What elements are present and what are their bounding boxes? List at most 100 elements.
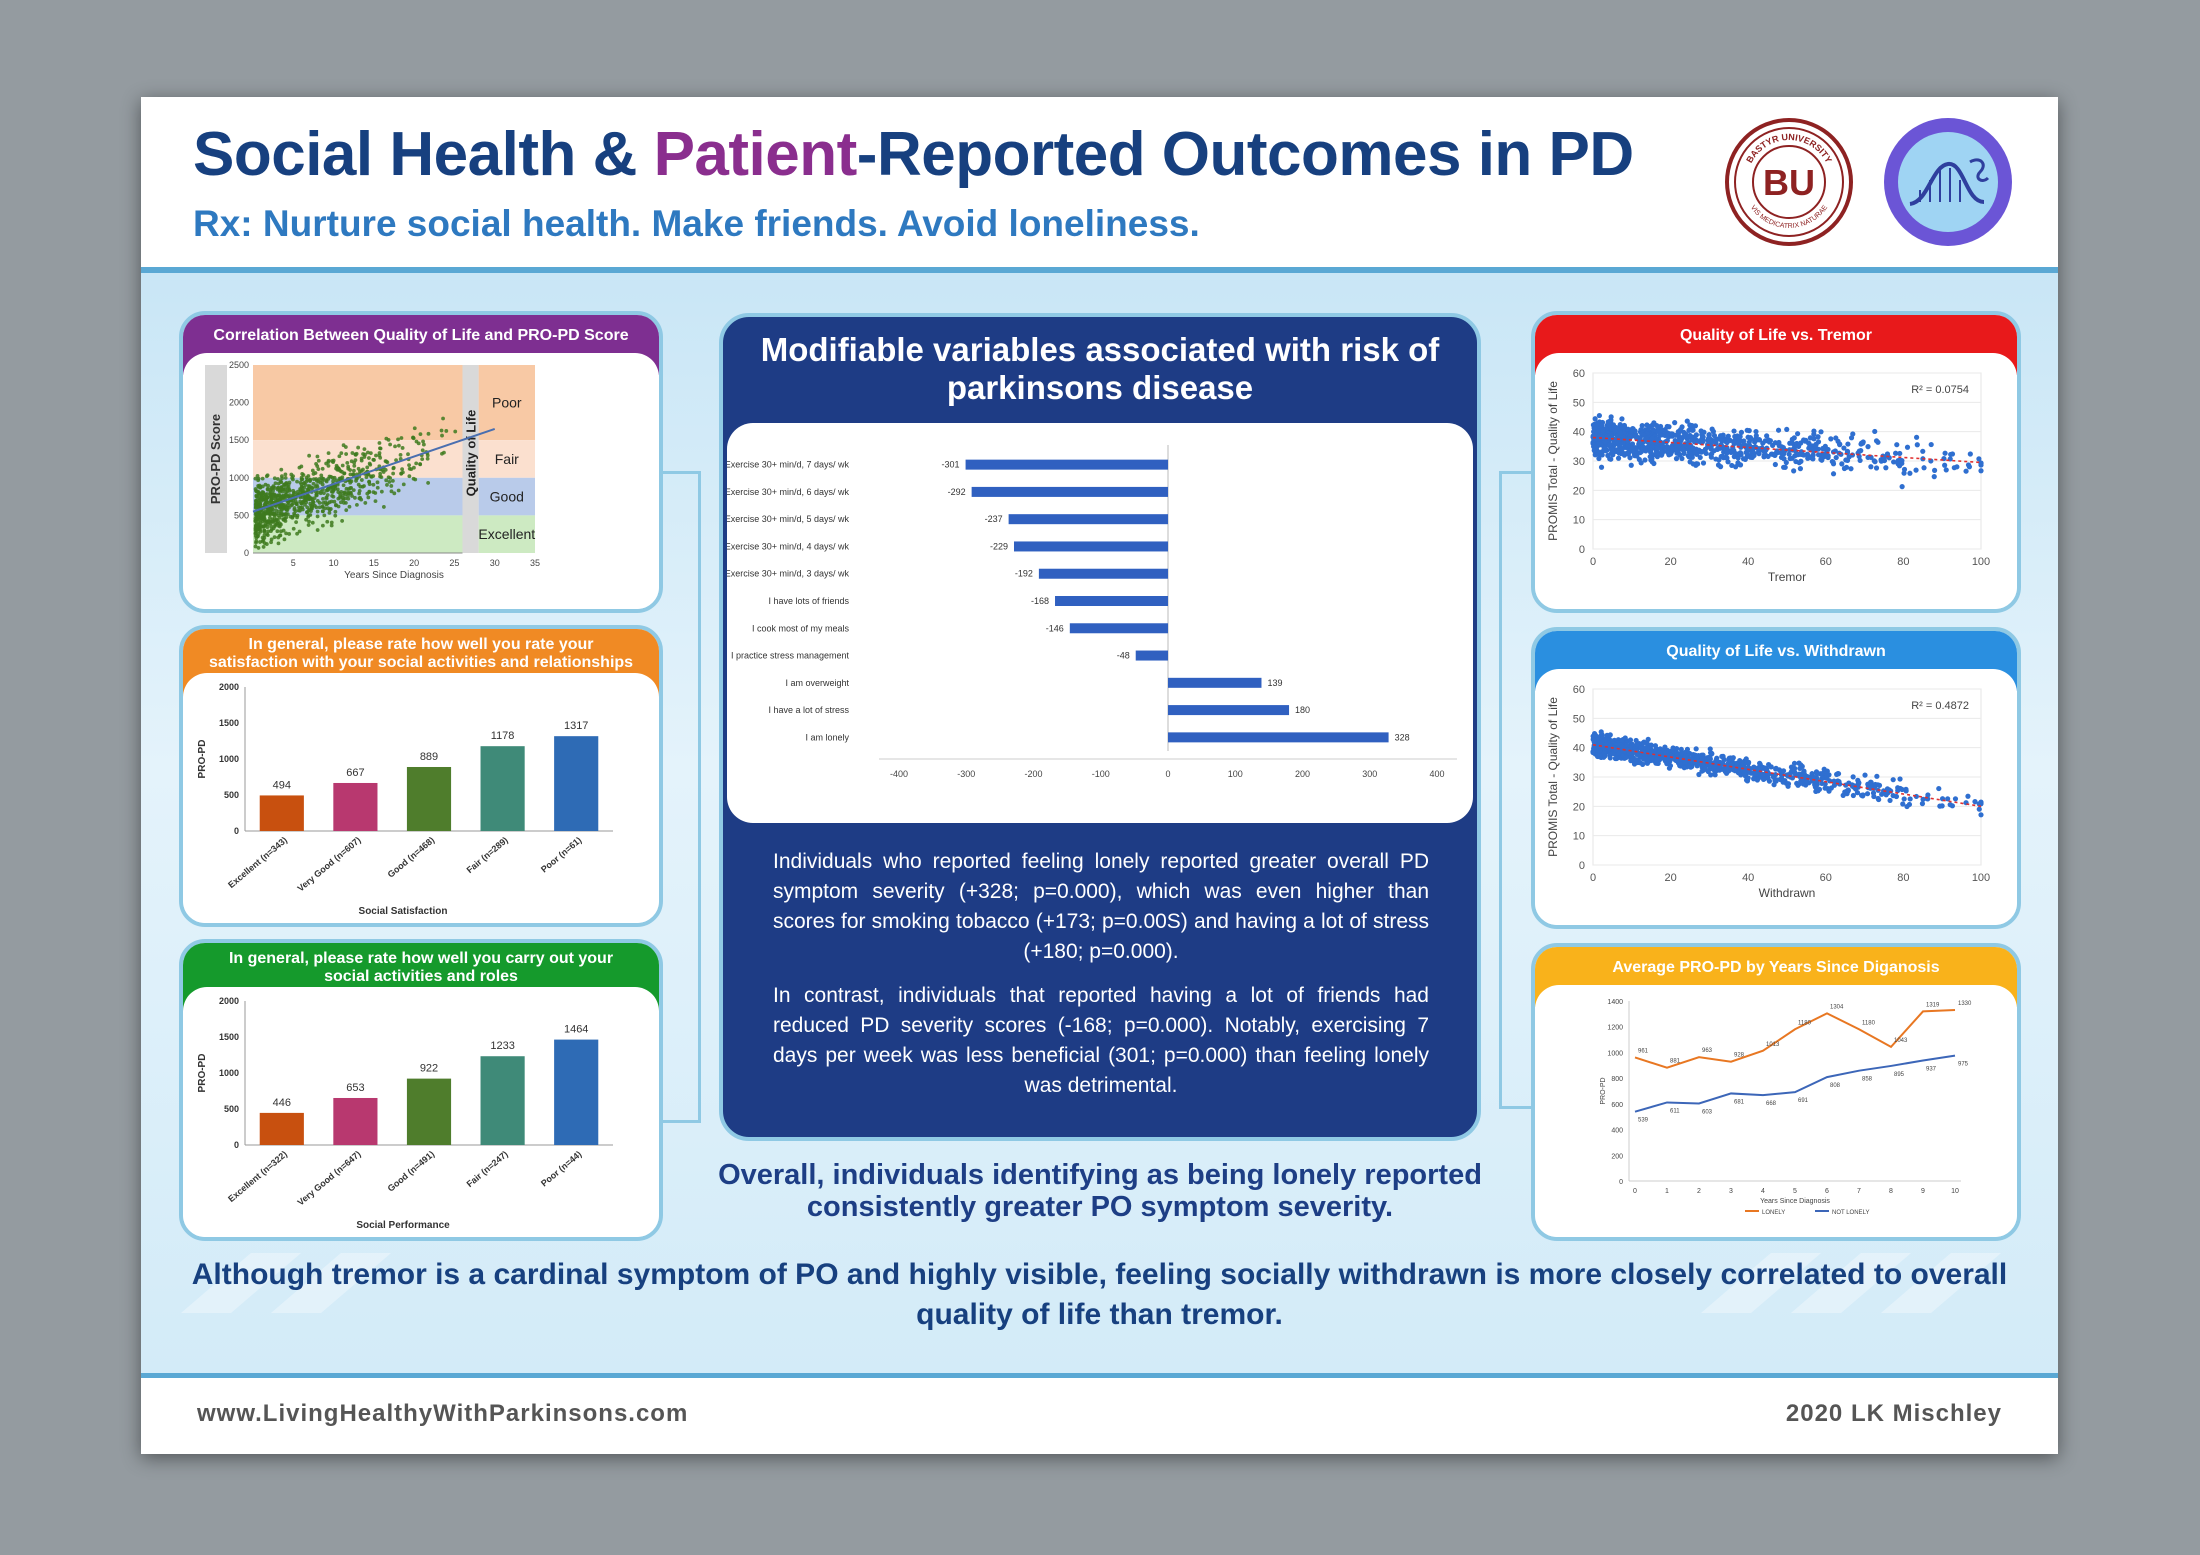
data-point bbox=[1607, 732, 1613, 738]
bar bbox=[1069, 623, 1168, 634]
data-point bbox=[1901, 470, 1907, 476]
data-point bbox=[262, 528, 267, 533]
y-tick-label: 1200 bbox=[1607, 1025, 1623, 1032]
left-connector bbox=[663, 471, 701, 1123]
data-point bbox=[1952, 796, 1959, 802]
data-point bbox=[339, 500, 343, 505]
data-label: 937 bbox=[1926, 1067, 1937, 1073]
data-point bbox=[276, 519, 280, 524]
data-point bbox=[304, 517, 309, 522]
data-point bbox=[389, 484, 394, 488]
x-tick-label: -400 bbox=[890, 769, 908, 779]
x-tick-label: -200 bbox=[1024, 769, 1042, 779]
data-point bbox=[323, 506, 328, 511]
data-point bbox=[1687, 459, 1693, 465]
data-point bbox=[1622, 735, 1628, 741]
data-point bbox=[269, 524, 274, 529]
withdrawn-scatter-chart: 0 10 20 30 40 50 60 0 20 40 60 80 100 Withdrawn PROMIS… bbox=[1546, 684, 1990, 900]
x-tick-label: 0 bbox=[1633, 1188, 1637, 1195]
y-tick-label: 2000 bbox=[229, 398, 249, 408]
panel-body: 0 200 400 600 800 1000 1200 1400 0 1 2 3 4 5 6 7 8 9 10 Yea… bbox=[1535, 985, 2017, 1237]
data-point bbox=[1811, 436, 1817, 442]
data-point bbox=[1673, 432, 1679, 438]
data-point bbox=[329, 523, 334, 528]
data-point bbox=[1795, 443, 1802, 450]
data-point bbox=[1619, 424, 1625, 430]
data-point bbox=[325, 501, 330, 506]
data-point bbox=[1638, 460, 1644, 466]
data-point bbox=[420, 457, 425, 462]
data-point bbox=[329, 489, 334, 494]
data-point bbox=[1875, 439, 1881, 445]
data-point bbox=[305, 495, 310, 500]
satisfaction-bar-chart: 0 500 1000 1500 2000 PRO-PD 494 Excellent (n=34… bbox=[197, 682, 613, 917]
data-point bbox=[306, 523, 311, 527]
data-point bbox=[253, 516, 258, 521]
category-label: Exercise 30+ min/d, 3 days/ wk bbox=[727, 569, 849, 579]
x-tick-label: 7 bbox=[1857, 1188, 1861, 1195]
data-point bbox=[291, 526, 296, 531]
data-point bbox=[302, 485, 306, 490]
data-point bbox=[1707, 746, 1713, 752]
y-axis-label: PRO-PD bbox=[197, 1054, 208, 1093]
data-point bbox=[1976, 456, 1982, 462]
data-label: 881 bbox=[1670, 1059, 1681, 1065]
category-label: I am lonely bbox=[805, 732, 849, 742]
data-point bbox=[1818, 429, 1824, 435]
data-point bbox=[311, 481, 316, 486]
data-point bbox=[375, 485, 380, 490]
data-point bbox=[1599, 434, 1605, 440]
series-line-not-lonely bbox=[1634, 1054, 1956, 1113]
data-point bbox=[348, 490, 353, 495]
data-point bbox=[1897, 776, 1903, 782]
data-point bbox=[362, 447, 367, 452]
data-point bbox=[258, 529, 263, 534]
data-point bbox=[303, 498, 308, 502]
footer-url[interactable]: www.LivingHealthyWithParkinsons.com bbox=[197, 1400, 689, 1427]
data-point bbox=[263, 502, 268, 507]
data-point bbox=[1672, 420, 1678, 426]
data-point bbox=[270, 506, 274, 511]
data-point bbox=[264, 542, 269, 546]
data-point bbox=[348, 480, 353, 485]
data-point bbox=[350, 451, 355, 455]
data-point bbox=[260, 476, 265, 481]
category-label: Good (n=491) bbox=[386, 1149, 437, 1194]
data-point bbox=[279, 480, 284, 485]
data-point bbox=[1810, 456, 1816, 462]
category-label: Good (n=468) bbox=[386, 835, 437, 880]
data-point bbox=[1637, 753, 1643, 759]
data-point bbox=[1716, 457, 1722, 463]
data-point bbox=[315, 514, 320, 519]
data-point bbox=[1679, 455, 1685, 462]
data-point bbox=[1812, 442, 1819, 448]
category-label: Poor (n=61) bbox=[539, 835, 584, 875]
data-point bbox=[1633, 757, 1639, 763]
data-point bbox=[1591, 447, 1597, 453]
x-tick-label: 20 bbox=[409, 558, 419, 568]
data-point bbox=[1747, 436, 1754, 443]
data-point bbox=[1602, 753, 1608, 759]
data-point bbox=[1599, 739, 1605, 745]
data-point bbox=[398, 452, 403, 457]
x-tick-label: 5 bbox=[291, 558, 296, 568]
data-point bbox=[285, 512, 290, 517]
data-point bbox=[333, 509, 338, 514]
data-point bbox=[1634, 453, 1640, 459]
band-poor bbox=[253, 365, 463, 441]
data-point bbox=[1870, 790, 1877, 796]
data-label: 975 bbox=[1958, 1062, 1969, 1068]
data-point bbox=[1772, 452, 1778, 458]
data-point bbox=[320, 504, 325, 509]
data-point bbox=[1666, 765, 1673, 771]
data-label: 691 bbox=[1798, 1098, 1809, 1104]
data-point bbox=[270, 486, 274, 491]
data-point bbox=[347, 504, 352, 509]
data-point bbox=[272, 512, 277, 517]
data-point bbox=[1737, 433, 1743, 440]
panel-social-satisfaction: In general, please rate how well you rat… bbox=[179, 625, 663, 927]
data-point bbox=[1978, 812, 1984, 818]
data-point bbox=[263, 482, 268, 487]
data-point bbox=[256, 523, 261, 527]
y-tick-label: 40 bbox=[1573, 427, 1585, 439]
